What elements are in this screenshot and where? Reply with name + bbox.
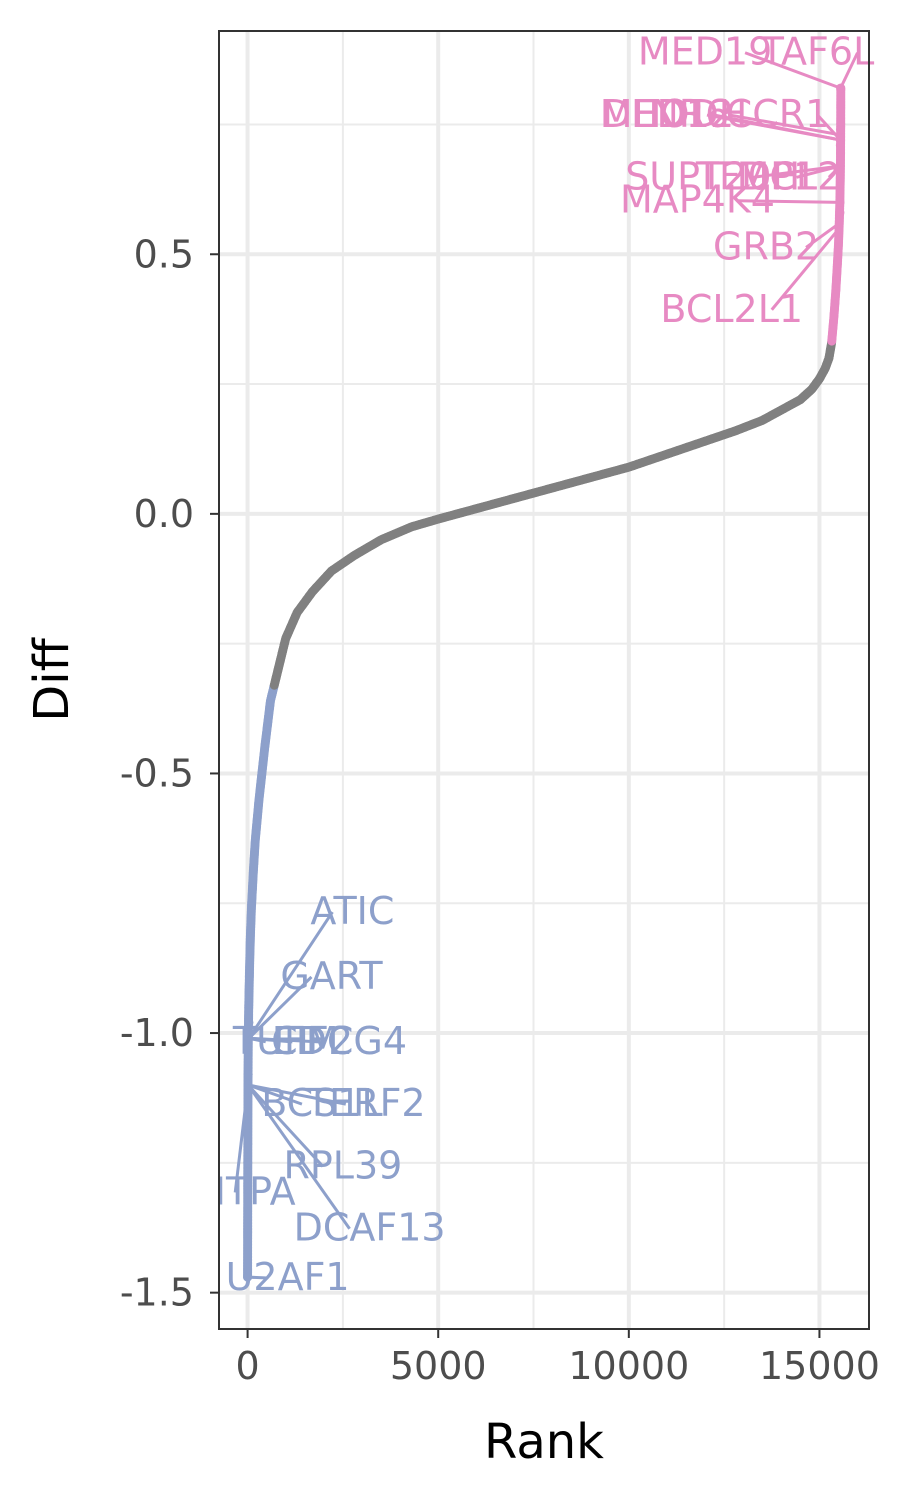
label-connector — [729, 113, 841, 137]
gene-label: TUFM — [232, 1019, 339, 1063]
gene-label: TERF2 — [305, 1081, 426, 1125]
outlier-point — [243, 1272, 253, 1282]
x-axis-title: Rank — [484, 1414, 604, 1470]
gene-label: CCR1 — [726, 92, 830, 136]
gene-label: CDCG4 — [271, 1019, 407, 1063]
gene-label: TAF6L — [760, 30, 874, 74]
gene-label: SUPT20H — [625, 154, 800, 198]
label-connector — [247, 1083, 347, 1106]
label-connector — [714, 113, 841, 142]
gene-label: EIF2 — [272, 1019, 353, 1063]
x-tick-label: 0 — [235, 1344, 259, 1388]
gene-label: BCS1L — [261, 1081, 382, 1125]
data-points — [243, 83, 846, 1282]
label-connector — [827, 164, 842, 179]
label-connector — [247, 911, 334, 1040]
gene-label: DHODH — [602, 92, 748, 136]
outlier-point — [835, 197, 845, 207]
gene-label: DCAF13 — [294, 1206, 446, 1250]
x-tick-label: 5000 — [390, 1344, 487, 1388]
outlier-point — [243, 1070, 253, 1080]
gene-label: ITPA — [215, 1169, 296, 1213]
axes: 0 5000 10000 15000 0.5 0.0 -0.5 -1.0 -1.5 — [120, 232, 880, 1388]
y-tick-label: -1.5 — [120, 1271, 194, 1315]
gene-label: MAP4K4 — [620, 178, 775, 222]
gene-label: RPL39 — [283, 1143, 402, 1187]
y-tick-label: -1.0 — [120, 1011, 194, 1055]
y-axis-title: Diff — [24, 637, 80, 721]
outlier-point — [835, 125, 845, 135]
label-connector — [770, 227, 841, 311]
label-connector — [737, 199, 840, 204]
y-tick-label: 0.5 — [134, 232, 194, 276]
label-connectors — [233, 51, 859, 1280]
outlier-point — [835, 208, 845, 218]
panel-border — [218, 30, 870, 1330]
y-tick-label: 0.0 — [134, 492, 194, 536]
label-connector — [247, 1275, 268, 1280]
gene-label: U2AF1 — [226, 1255, 350, 1299]
gene-label: BCL2L1 — [660, 287, 803, 331]
label-connector — [752, 164, 841, 179]
y-tick-label: -0.5 — [120, 751, 194, 795]
label-connector — [246, 1084, 351, 1230]
gene-label: TFDP1 — [695, 154, 817, 198]
gene-label: GART — [280, 954, 383, 998]
gene-label: GRB2 — [713, 224, 819, 268]
gene-label: MCL2 — [737, 154, 842, 198]
outlier-point — [244, 1018, 254, 1028]
gene-label: MED19 — [638, 30, 772, 74]
label-connector — [248, 1036, 320, 1044]
label-connector — [816, 114, 842, 142]
label-connector — [839, 52, 859, 89]
gene-label: ATIC — [310, 889, 394, 933]
x-tick-label: 10000 — [568, 1344, 689, 1388]
label-connector — [246, 1083, 325, 1168]
grid-lines — [219, 31, 869, 1329]
x-tick-label: 15000 — [759, 1344, 880, 1388]
label-connector — [744, 51, 842, 90]
label-connector — [796, 164, 841, 179]
label-connector — [247, 975, 313, 1040]
gene-label: MED12 — [600, 92, 734, 136]
gene-label: NR6 — [650, 92, 729, 136]
label-connector — [805, 221, 841, 249]
outlier-point — [835, 140, 845, 150]
label-connector — [233, 1084, 250, 1193]
outlier-point — [243, 1158, 253, 1168]
